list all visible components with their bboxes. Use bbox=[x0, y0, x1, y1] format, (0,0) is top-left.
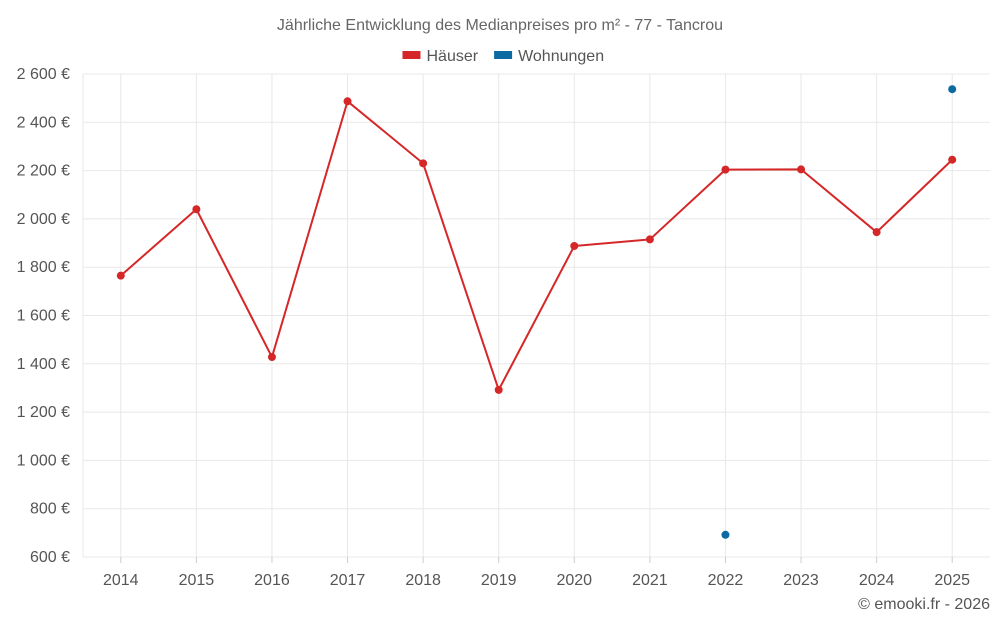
x-tick-label: 2019 bbox=[481, 572, 517, 589]
x-tick-label: 2024 bbox=[859, 572, 895, 589]
x-tick-label: 2021 bbox=[632, 572, 668, 589]
chart-title: Jährliche Entwicklung des Medianpreises … bbox=[277, 17, 723, 34]
data-point[interactable] bbox=[343, 97, 352, 106]
x-tick-label: 2016 bbox=[254, 572, 290, 589]
data-point[interactable] bbox=[797, 165, 806, 174]
y-tick-label: 1 600 € bbox=[17, 308, 70, 325]
x-tick-label: 2018 bbox=[405, 572, 441, 589]
y-axis: 600 € 800 € 1 000 € 1 200 € 1 400 € 1 600 € 1 … bbox=[17, 66, 70, 566]
legend-label: Häuser bbox=[427, 48, 479, 65]
legend: Häuser Wohnungen bbox=[402, 48, 604, 65]
x-tick-label: 2022 bbox=[708, 572, 744, 589]
x-tick-label: 2020 bbox=[556, 572, 592, 589]
y-tick-label: 2 400 € bbox=[17, 114, 70, 131]
y-tick-label: 600 € bbox=[30, 549, 70, 566]
data-point[interactable] bbox=[570, 241, 579, 250]
credit-text: © emooki.fr - 2026 bbox=[858, 596, 990, 613]
data-point[interactable] bbox=[872, 228, 881, 237]
y-tick-label: 800 € bbox=[30, 501, 70, 518]
data-point[interactable] bbox=[419, 159, 428, 168]
x-tick-label: 2014 bbox=[103, 572, 139, 589]
data-point[interactable] bbox=[948, 155, 957, 164]
legend-label: Wohnungen bbox=[518, 48, 604, 65]
y-tick-label: 2 600 € bbox=[17, 66, 70, 83]
y-tick-label: 2 200 € bbox=[17, 163, 70, 180]
x-tick-label: 2017 bbox=[330, 572, 366, 589]
legend-swatch bbox=[402, 51, 421, 59]
data-point[interactable] bbox=[267, 353, 276, 362]
y-tick-label: 1 200 € bbox=[17, 404, 70, 421]
data-point[interactable] bbox=[192, 205, 201, 214]
data-point[interactable] bbox=[721, 530, 730, 539]
y-tick-label: 1 800 € bbox=[17, 259, 70, 276]
data-point[interactable] bbox=[494, 385, 503, 394]
y-tick-label: 1 000 € bbox=[17, 452, 70, 469]
legend-swatch bbox=[494, 51, 513, 59]
series-line bbox=[120, 100, 953, 391]
legend-item-wohnungen[interactable]: Wohnungen bbox=[494, 48, 604, 65]
x-axis: 2014 2015 2016 2017 2018 2019 2020 2021 2022 2023… bbox=[103, 557, 970, 589]
x-tick-label: 2025 bbox=[934, 572, 970, 589]
y-gridlines bbox=[83, 73, 990, 558]
x-tick-label: 2023 bbox=[783, 572, 819, 589]
data-point[interactable] bbox=[948, 85, 957, 94]
y-tick-label: 2 000 € bbox=[17, 211, 70, 228]
series-wohnungen bbox=[721, 85, 957, 539]
y-tick-label: 1 400 € bbox=[17, 356, 70, 373]
x-tick-label: 2015 bbox=[179, 572, 215, 589]
series-häuser bbox=[116, 97, 957, 394]
data-point[interactable] bbox=[721, 165, 730, 174]
series-layer bbox=[116, 85, 957, 539]
data-point[interactable] bbox=[645, 235, 654, 244]
x-gridlines bbox=[82, 74, 953, 557]
data-point[interactable] bbox=[116, 271, 125, 280]
legend-item-häuser[interactable]: Häuser bbox=[402, 48, 479, 65]
